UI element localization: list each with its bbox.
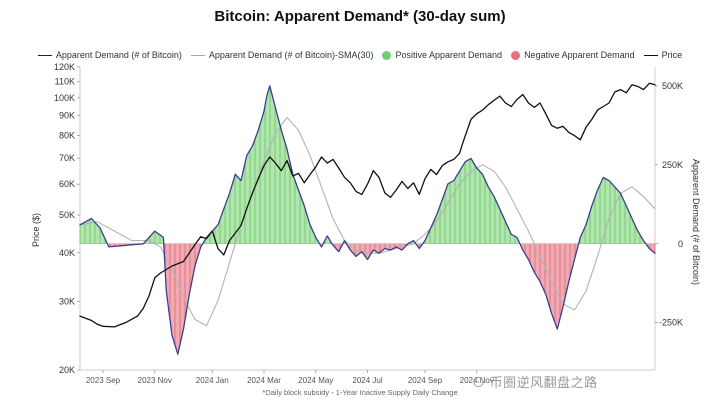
price-tick-label: 60K (59, 179, 75, 189)
demand-tick-label: 0 (678, 239, 683, 249)
x-tick-label: 2024 Jan (196, 376, 229, 385)
legend-item-positive-demand[interactable]: Positive Apparent Demand (382, 50, 502, 60)
legend-item-price[interactable]: Price (643, 50, 683, 60)
demand-tick-label: 250K (662, 160, 683, 170)
legend-swatch-demand-line (37, 54, 52, 56)
price-tick-label: 100K (54, 93, 75, 103)
price-tick-label: 50K (59, 210, 75, 220)
legend-label: Positive Apparent Demand (395, 50, 503, 60)
series-line-layer (79, 82, 656, 355)
price-line (79, 82, 656, 328)
legend-label: Negative Apparent Demand (524, 50, 635, 60)
x-tick-label: 2023 Sep (86, 376, 121, 385)
price-tick-label: 40K (59, 248, 75, 258)
x-tick-label: 2024 Jul (352, 376, 382, 385)
legend-item-negative-demand[interactable]: Negative Apparent Demand (511, 50, 635, 60)
legend-label: Price (661, 50, 683, 60)
legend-swatch-positive-dot (382, 50, 392, 60)
demand-tick-label: -250K (659, 318, 683, 328)
price-tick-label: 80K (59, 131, 75, 141)
x-tick-label: 2024 May (298, 376, 333, 385)
negative-demand-area (80, 243, 655, 355)
price-tick-label: 20K (59, 365, 75, 375)
legend-swatch-price-line (643, 54, 658, 56)
price-tick-label: 30K (59, 296, 75, 306)
price-tick-label: 110K (55, 77, 75, 87)
positive-demand-area (80, 85, 655, 244)
legend-item-apparent-demand[interactable]: Apparent Demand (# of Bitcoin) (37, 50, 182, 60)
chart-title: Bitcoin: Apparent Demand* (30-day sum) (214, 8, 506, 25)
legend-swatch-negative-dot (511, 50, 521, 60)
demand-fill-layer (80, 85, 655, 355)
price-tick-label: 120K (54, 62, 75, 72)
legend-swatch-sma-line (190, 54, 205, 56)
legend-label: Apparent Demand (# of Bitcoin)-SMA(30) (208, 50, 374, 60)
x-tick-label: 2023 Nov (138, 376, 172, 385)
apparent-demand-line (79, 85, 656, 355)
axes-layer: 120K 110K 100K 90K 80K 70K 60K 50K 40K 30K 20K 500K… (54, 62, 683, 385)
price-tick-label: 90K (59, 111, 75, 121)
watermark: ⊙ 币圈逆风翻盘之路 (472, 375, 598, 390)
x-tick-label: 2024 Mar (247, 376, 281, 385)
legend: Apparent Demand (# of Bitcoin) Apparent … (0, 48, 720, 62)
legend-label: Apparent Demand (# of Bitcoin) (55, 50, 182, 60)
footnote: *Daily block subsidy - 1-Year Inactive S… (262, 388, 458, 397)
demand-tick-label: 500K (662, 81, 683, 91)
price-tick-label: 70K (59, 153, 75, 163)
x-tick-label: 2024 Sep (408, 376, 443, 385)
x-tick-label: 2024 Nov (460, 376, 494, 385)
demand-bar-layer (79, 86, 656, 346)
legend-item-sma[interactable]: Apparent Demand (# of Bitcoin)-SMA(30) (190, 50, 374, 60)
